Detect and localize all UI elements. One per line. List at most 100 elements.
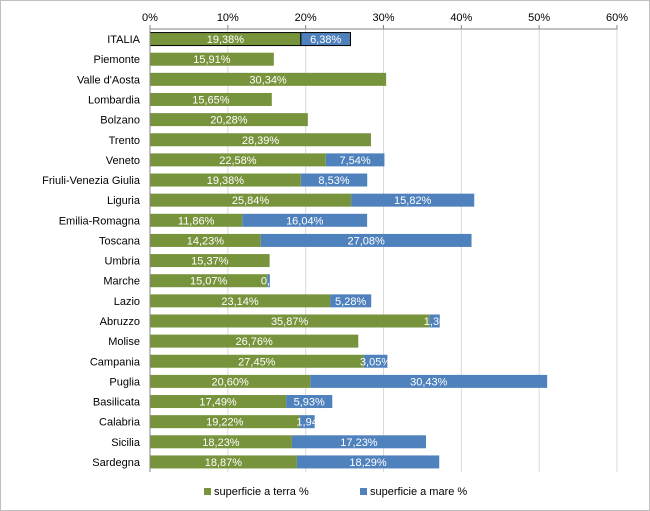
category-label: Marche <box>103 276 140 288</box>
data-label-terra: 23,14% <box>221 296 259 308</box>
data-label-mare: 17,23% <box>340 437 378 449</box>
bar-terra <box>150 72 387 86</box>
x-axis-ticks: 0% 10% 20% 30% 40% 50% 60% <box>142 12 628 472</box>
bar-terra <box>150 173 301 187</box>
data-label-mare: 5,28% <box>335 296 366 308</box>
data-label-mare: 30,43% <box>410 376 448 388</box>
data-label-mare: 6,38% <box>310 34 341 46</box>
bar-terra <box>150 415 300 429</box>
category-label: Campania <box>90 356 141 368</box>
data-label-terra: 20,28% <box>210 115 248 127</box>
x-tick-label: 40% <box>450 12 472 24</box>
legend-label-terra: superficie a terra % <box>214 486 309 498</box>
x-tick-label: 30% <box>372 12 394 24</box>
bar-terra <box>150 113 308 127</box>
bar-terra <box>150 133 371 147</box>
category-label: Abruzzo <box>100 316 140 328</box>
data-label-terra: 19,22% <box>206 417 244 429</box>
data-label-terra: 17,49% <box>199 397 237 409</box>
category-label: Piemonte <box>94 54 140 66</box>
data-label-mare: 3,05% <box>360 356 391 368</box>
bar-mare <box>299 415 315 429</box>
x-tick-label: 60% <box>606 12 628 24</box>
data-label-terra: 25,84% <box>232 195 270 207</box>
legend-label-mare: superficie a mare % <box>370 486 467 498</box>
bar-mare <box>296 455 440 469</box>
bars: 19,38% 6,38% 15,91% 30,34% 15,65% 20,28% 28,39… <box>149 32 548 469</box>
bar-terra <box>150 334 359 348</box>
bar-mare <box>300 32 351 47</box>
data-label-terra: 19,38% <box>207 34 245 46</box>
data-label-terra: 26,76% <box>235 336 273 348</box>
category-label: Lazio <box>114 296 140 308</box>
bar-mare <box>242 213 368 227</box>
data-label-terra: 15,37% <box>191 256 229 268</box>
bar-mare <box>363 354 388 368</box>
data-label-terra: 20,60% <box>212 376 250 388</box>
bar-terra <box>150 374 311 388</box>
x-tick-label: 20% <box>295 12 317 24</box>
data-label-terra: 35,87% <box>271 316 309 328</box>
legend-swatch-terra <box>204 488 211 495</box>
category-label: Molise <box>108 336 140 348</box>
x-tick-label: 0% <box>142 12 158 24</box>
data-label-mare: 18,29% <box>349 457 387 469</box>
data-label-mare: 16,04% <box>286 215 324 227</box>
category-label: Basilicata <box>93 397 141 409</box>
bar-terra <box>150 314 430 328</box>
bar-mare <box>330 294 372 308</box>
bar-mare <box>325 153 385 167</box>
data-label-terra: 27,45% <box>238 356 276 368</box>
data-label-mare: 1,94 <box>296 417 317 429</box>
data-label-mare: 8,53% <box>318 175 349 187</box>
data-label-terra: 14,23% <box>187 235 225 247</box>
data-label-mare: 27,08% <box>347 235 385 247</box>
bar-terra <box>150 193 352 207</box>
category-label: Calabria <box>99 417 141 429</box>
category-label: Puglia <box>109 376 140 388</box>
bar-mare <box>310 374 548 388</box>
data-label-mare: 5,93% <box>294 397 325 409</box>
bar-mare <box>300 173 368 187</box>
category-label: Toscana <box>99 235 141 247</box>
x-tick-label: 10% <box>217 12 239 24</box>
category-label: Friuli-Venezia Giulia <box>42 175 141 187</box>
data-label-terra: 11,86% <box>178 215 215 227</box>
data-label-terra: 15,07% <box>190 276 228 288</box>
bar-terra <box>150 92 272 106</box>
category-label: ITALIA <box>107 34 140 46</box>
bar-terra <box>150 294 331 308</box>
category-label: Veneto <box>106 155 140 167</box>
bar-terra <box>150 213 243 227</box>
bar-mare <box>267 274 270 288</box>
category-label: Liguria <box>107 195 141 207</box>
bar-terra <box>150 435 292 449</box>
category-label: Valle d'Aosta <box>77 74 141 86</box>
category-label: Lombardia <box>88 94 141 106</box>
bar-terra <box>150 354 364 368</box>
bar-terra <box>150 274 268 288</box>
category-label: Sardegna <box>92 457 141 469</box>
bar-terra <box>150 395 287 409</box>
bar-terra <box>150 52 274 66</box>
legend: superficie a terra % superficie a mare % <box>204 486 467 498</box>
bar-mare <box>351 193 475 207</box>
data-label-terra: 28,39% <box>242 135 280 147</box>
bar-terra <box>150 254 270 268</box>
bar-terra <box>150 233 261 247</box>
bar-terra <box>150 153 326 167</box>
data-label-mare: 7,54% <box>339 155 370 167</box>
data-label-terra: 18,87% <box>205 457 243 469</box>
data-label-terra: 18,23% <box>202 437 240 449</box>
data-label-terra: 19,38% <box>207 175 245 187</box>
data-label-terra: 15,65% <box>192 94 230 106</box>
bar-terra <box>150 455 297 469</box>
data-label-mare: 15,82% <box>394 195 432 207</box>
bar-mare <box>429 314 440 328</box>
x-tick-label: 50% <box>528 12 550 24</box>
bar-mare <box>260 233 472 247</box>
data-label-terra: 15,91% <box>193 54 231 66</box>
legend-swatch-mare <box>360 488 367 495</box>
category-label: Trento <box>109 135 140 147</box>
